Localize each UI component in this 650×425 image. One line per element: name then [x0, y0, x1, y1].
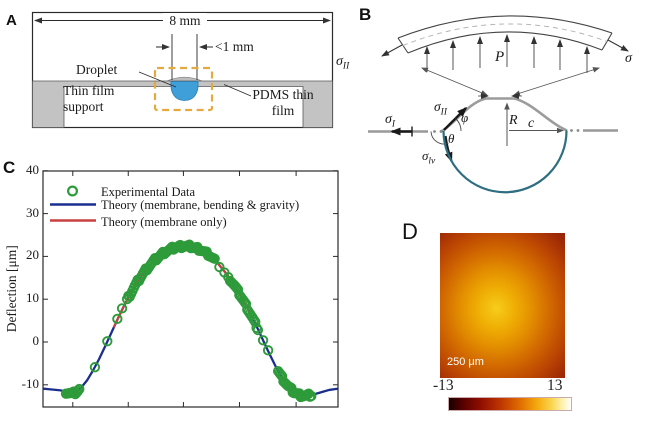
sigma-outer-left-label: σII: [336, 54, 350, 72]
width-dimension-label: 8 mm: [163, 13, 207, 29]
pdms-film-label: PDMS thin film: [252, 87, 314, 118]
y-tick-label: 30: [26, 204, 39, 220]
zoom-leader-arrows: [421, 67, 600, 96]
sigma-I-label: σI: [385, 112, 396, 130]
panel-a-letter: A: [6, 12, 17, 29]
theta-angle-arc: [430, 131, 449, 145]
y-tick-label: -10: [21, 375, 39, 391]
contact-c-label: c: [528, 116, 535, 131]
phi-label: φ: [461, 110, 469, 125]
colorbar: [448, 397, 572, 411]
scalebar-label: 250 μm: [447, 356, 484, 368]
sigma-II-arrow: [443, 106, 468, 131]
film-leader-line: [223, 84, 252, 97]
radius-R-label: R: [509, 113, 518, 128]
legend-markers: [50, 185, 96, 222]
sample-outline-box: [31, 11, 334, 129]
axis-ticks: [43, 170, 338, 407]
experimental-points: [60, 239, 317, 403]
y-tick-label: 40: [26, 161, 39, 177]
panel-b-diagram: [368, 15, 629, 194]
panel-d-letter: D: [402, 219, 418, 244]
panel-c-letter: C: [3, 158, 16, 177]
legend-circle-marker: [66, 185, 78, 197]
colorbar-max-label: 13: [547, 377, 563, 394]
sigma-I-arrow: [390, 126, 413, 137]
droplet-leader-line: [138, 71, 177, 88]
legend-entry-theory-full: Theory (membrane, bending & gravity): [101, 198, 300, 212]
support-label: Thin film support: [63, 83, 115, 114]
plot-frame: [42, 170, 339, 408]
y-tick-label: 0: [32, 333, 40, 348]
phi-angle-arc: [455, 118, 462, 132]
sigma-lv-label: σlv: [422, 148, 436, 167]
y-tick-label: 10: [26, 290, 39, 306]
y-tick-label: 20: [26, 247, 39, 263]
droplet-label: Droplet: [76, 62, 118, 77]
panel-b-letter: B: [359, 5, 372, 24]
panel-a-schematic: [31, 11, 334, 129]
droplet-shape: [170, 81, 199, 101]
sigma-outer-right-label: σ: [625, 51, 632, 66]
droplet-surface-arc: [442, 130, 568, 194]
droplet-dimension-label: <1 mm: [215, 39, 254, 54]
arc-centerline-dashed: [402, 23, 608, 46]
highlight-dashed-box: [153, 66, 214, 112]
legend-entry-experimental: Experimental Data: [101, 184, 196, 199]
legend-entry-theory-membrane: Theory (membrane only): [101, 214, 227, 229]
sigma-II-label: σII: [434, 99, 447, 118]
thin-film-support-shape: [32, 80, 333, 128]
pressure-label: P: [495, 49, 505, 65]
contact-dots: [433, 129, 580, 133]
panel-c-chart: [42, 170, 339, 408]
theta-label: θ: [448, 131, 455, 146]
deflection-heatmap: [440, 233, 565, 378]
colorbar-min-label: -13: [433, 377, 454, 394]
pressure-arrows: [424, 34, 590, 73]
tension-arrow-left: [381, 44, 403, 57]
tension-arrow-right: [607, 39, 629, 52]
membrane-section-arc: [397, 15, 613, 54]
